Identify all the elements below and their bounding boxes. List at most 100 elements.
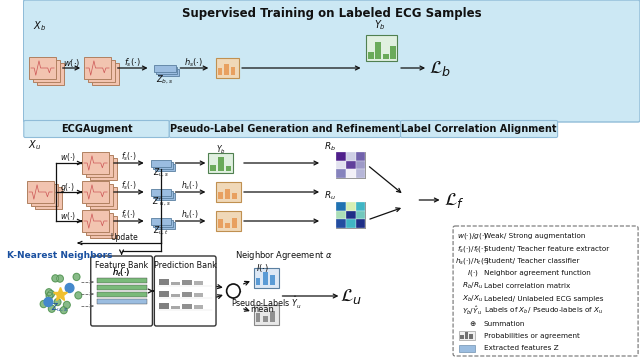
Text: $w(\cdot)$: $w(\cdot)$ [60,210,76,222]
Bar [383,54,388,59]
FancyBboxPatch shape [152,159,171,167]
Text: Student/ Teacher classifier: Student/ Teacher classifier [484,258,579,264]
Text: Labels of $X_b$/ Pseudo-labels of $X_u$: Labels of $X_b$/ Pseudo-labels of $X_u$ [484,306,604,316]
Text: $w(\cdot)$: $w(\cdot)$ [63,57,80,69]
Text: Weak/ Strong augmentation: Weak/ Strong augmentation [484,233,585,239]
FancyBboxPatch shape [216,58,239,78]
FancyBboxPatch shape [27,181,54,203]
Bar [337,202,365,228]
FancyBboxPatch shape [154,256,216,326]
Bar [218,68,223,75]
Text: $w(\cdot)/g(\cdot)$: $w(\cdot)/g(\cdot)$ [457,231,488,241]
Text: Student/ Teacher feature extractor: Student/ Teacher feature extractor [484,245,609,252]
FancyBboxPatch shape [156,66,177,73]
Bar [356,161,365,169]
FancyBboxPatch shape [29,57,56,79]
Text: Label correlation matrix: Label correlation matrix [484,283,570,289]
Bar [262,272,268,285]
Text: $h_s(\cdot)$: $h_s(\cdot)$ [181,180,199,192]
FancyBboxPatch shape [216,211,241,231]
Text: Pseudo-Label Generation and Refinement: Pseudo-Label Generation and Refinement [170,124,400,134]
FancyBboxPatch shape [84,57,111,79]
Text: Summation: Summation [484,321,525,326]
FancyBboxPatch shape [90,187,116,209]
Text: $X_b/X_u$: $X_b/X_u$ [461,293,483,303]
Bar [460,335,463,339]
Bar [159,280,169,285]
Text: $w(\cdot)$: $w(\cdot)$ [60,151,76,163]
FancyBboxPatch shape [86,213,113,235]
Text: $f_t(\cdot)$: $f_t(\cdot)$ [121,209,136,221]
FancyBboxPatch shape [88,60,115,82]
FancyBboxPatch shape [90,158,116,180]
Circle shape [46,292,53,299]
FancyBboxPatch shape [401,121,557,138]
Bar [97,278,147,283]
Circle shape [73,273,80,280]
FancyBboxPatch shape [91,256,152,326]
Text: Update: Update [111,233,138,242]
FancyBboxPatch shape [152,188,171,196]
Bar [225,64,229,75]
FancyBboxPatch shape [82,210,109,232]
FancyBboxPatch shape [208,153,234,173]
FancyBboxPatch shape [216,182,241,202]
Bar [97,285,147,290]
Text: $Z_{u,s}$: $Z_{u,s}$ [51,302,68,314]
Text: Feature Bank: Feature Bank [95,261,148,269]
Text: $h_s(\cdot)/h_t(\cdot)$: $h_s(\cdot)/h_t(\cdot)$ [455,256,490,266]
FancyBboxPatch shape [154,65,175,72]
Circle shape [63,301,70,309]
Bar [194,281,204,285]
Bar [232,217,237,228]
Circle shape [52,275,59,282]
Circle shape [49,305,55,312]
Bar [376,42,381,59]
FancyBboxPatch shape [154,162,173,168]
Bar [337,219,346,228]
Bar [346,211,356,219]
Bar [356,152,365,161]
Bar [465,332,468,339]
Text: $g(\cdot)$: $g(\cdot)$ [60,180,75,193]
Bar [182,292,192,297]
FancyBboxPatch shape [253,305,278,325]
Circle shape [227,284,240,298]
Bar [218,219,223,228]
Text: $Z'_{u,s}$: $Z'_{u,s}$ [152,196,170,208]
Text: $I(\cdot)$: $I(\cdot)$ [467,269,478,278]
Bar [337,161,346,169]
Text: $h_s(\cdot)$: $h_s(\cdot)$ [184,57,204,69]
FancyBboxPatch shape [156,163,175,171]
FancyBboxPatch shape [31,184,58,206]
Circle shape [47,290,54,298]
Bar [255,313,260,322]
Text: $\oplus$: $\oplus$ [468,319,476,328]
Text: $X_b$: $X_b$ [33,19,46,33]
FancyBboxPatch shape [253,268,278,288]
Bar [269,274,275,285]
Bar [255,277,260,285]
Circle shape [65,284,74,293]
FancyBboxPatch shape [90,216,116,238]
Bar [459,344,476,351]
Bar [159,303,169,309]
Bar [232,193,237,199]
Bar [356,202,365,211]
FancyBboxPatch shape [156,221,175,228]
Bar [346,161,356,169]
Bar [210,164,216,171]
Bar [356,211,365,219]
FancyBboxPatch shape [158,69,179,76]
Circle shape [44,298,52,306]
Text: $\mathcal{L}_f$: $\mathcal{L}_f$ [444,191,465,209]
Bar [171,294,180,297]
Bar [337,169,346,178]
FancyBboxPatch shape [170,121,401,138]
Text: $f_s(\cdot)/f_t(\cdot)$: $f_s(\cdot)/f_t(\cdot)$ [457,244,488,253]
Circle shape [56,275,63,282]
Circle shape [40,301,47,307]
Circle shape [54,298,61,306]
Circle shape [60,307,67,314]
Text: mean: mean [250,306,274,314]
